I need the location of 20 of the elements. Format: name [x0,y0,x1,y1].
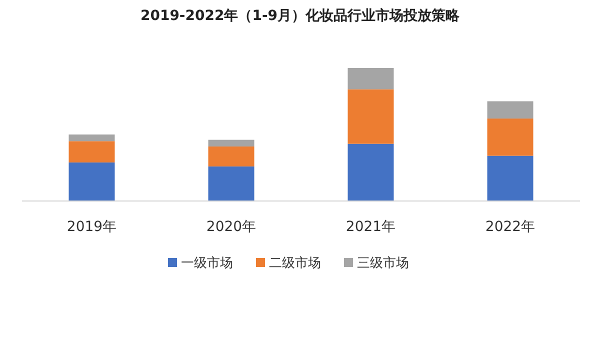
bar [348,89,394,144]
chart-title: 2019-2022年（1-9月）化妆品行业市场投放策略 [140,7,461,24]
bar [348,144,394,201]
legend-label: 一级市场 [181,256,233,271]
x-tick-label: 2021年 [346,219,396,235]
x-tick-label: 2022年 [485,219,536,235]
bar [208,166,254,201]
bar [348,68,394,90]
x-tick-label: 2019年 [66,219,117,235]
bar [68,162,115,201]
bar [487,101,534,119]
bar [487,156,534,201]
legend-label: 三级市场 [357,256,409,271]
bar [208,146,254,166]
bar [68,141,115,162]
legend-label: 二级市场 [269,256,321,271]
bar [68,134,115,142]
x-tick-label: 2020年 [206,219,256,235]
bar [487,118,534,156]
bar [208,140,254,146]
